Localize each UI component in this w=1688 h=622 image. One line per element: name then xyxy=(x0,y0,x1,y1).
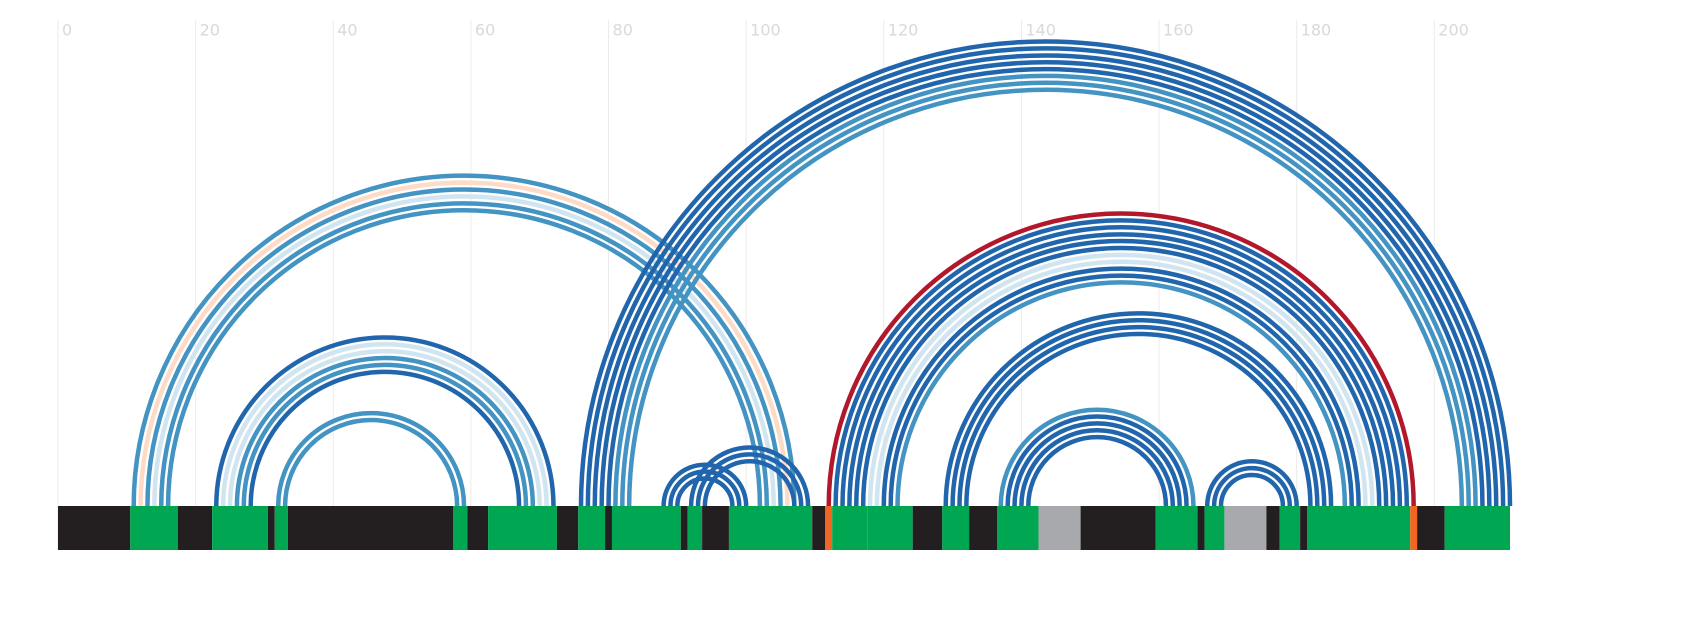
track-segment xyxy=(702,506,729,550)
track-segment xyxy=(912,506,943,550)
x-tick-label: 120 xyxy=(888,21,919,40)
arc xyxy=(881,266,1361,507)
track-segment xyxy=(267,506,275,550)
track-segment xyxy=(1417,506,1445,550)
arc xyxy=(158,201,770,507)
arc xyxy=(826,211,1416,507)
track-segment xyxy=(867,506,913,550)
arc xyxy=(165,207,763,507)
arc xyxy=(957,324,1320,507)
track-segment xyxy=(1038,506,1081,550)
track-segment xyxy=(1410,506,1418,550)
x-tick-label: 60 xyxy=(475,21,495,40)
x-tick-label: 100 xyxy=(750,21,781,40)
arc xyxy=(1005,414,1189,507)
track-segment xyxy=(1204,506,1225,550)
arc xyxy=(145,187,783,507)
track-segment xyxy=(1266,506,1280,550)
track-segment xyxy=(58,506,131,550)
x-tick-label: 180 xyxy=(1301,21,1332,40)
x-tick-label: 160 xyxy=(1163,21,1194,40)
track-segment xyxy=(812,506,826,550)
arc xyxy=(695,452,804,507)
arc xyxy=(234,355,536,507)
track-segment xyxy=(1444,506,1510,550)
arc xyxy=(1218,473,1286,507)
arc xyxy=(998,407,1196,507)
arc xyxy=(840,225,1403,507)
track-segment xyxy=(556,506,579,550)
track-segment xyxy=(832,506,868,550)
track-segment xyxy=(680,506,688,550)
track-segment xyxy=(825,506,833,550)
arc xyxy=(1204,459,1299,507)
arc xyxy=(888,273,1354,507)
arc xyxy=(592,53,1499,507)
track-segment xyxy=(728,506,813,550)
arc xyxy=(131,174,797,507)
x-tick-label: 20 xyxy=(200,21,220,40)
track-segment xyxy=(488,506,557,550)
arc xyxy=(599,59,1492,507)
arc xyxy=(964,331,1313,507)
arc xyxy=(1012,421,1182,507)
x-tick-label: 40 xyxy=(337,21,357,40)
track-segment xyxy=(212,506,268,550)
track-segment xyxy=(969,506,998,550)
arc xyxy=(620,80,1471,507)
x-tick-label: 0 xyxy=(62,21,72,40)
arc xyxy=(214,335,556,507)
arc xyxy=(860,246,1382,507)
track-segment xyxy=(687,506,703,550)
track-segment xyxy=(578,506,606,550)
arc xyxy=(152,194,776,507)
arc xyxy=(943,311,1334,507)
arc xyxy=(702,459,797,507)
arc xyxy=(626,87,1465,507)
track-segment xyxy=(1279,506,1301,550)
arc xyxy=(138,180,790,507)
track-segment xyxy=(1080,506,1156,550)
arc xyxy=(833,218,1410,507)
arc xyxy=(1019,428,1176,507)
arc xyxy=(895,281,1348,507)
arc xyxy=(950,317,1327,507)
track-segment xyxy=(997,506,1039,550)
track-segment xyxy=(611,506,681,550)
arc xyxy=(220,342,549,507)
arc xyxy=(241,362,529,507)
arc xyxy=(585,46,1506,507)
track-segment xyxy=(1306,506,1411,550)
track-segment xyxy=(452,506,468,550)
arc xyxy=(227,349,542,507)
track-segment xyxy=(605,506,612,550)
x-tick-label: 140 xyxy=(1025,21,1056,40)
arc xyxy=(1026,435,1169,507)
arc xyxy=(1211,465,1293,507)
arc xyxy=(282,417,460,507)
arc xyxy=(578,39,1513,507)
track-segment xyxy=(1155,506,1198,550)
track-segment xyxy=(130,506,178,550)
track-segment xyxy=(274,506,288,550)
track-segment xyxy=(177,506,213,550)
track-segment xyxy=(942,506,970,550)
arc xyxy=(854,239,1389,507)
arc xyxy=(867,252,1375,507)
track-segment xyxy=(1300,506,1307,550)
track-segment xyxy=(467,506,489,550)
track-segment xyxy=(1197,506,1205,550)
arc xyxy=(874,259,1368,507)
arc xyxy=(847,233,1396,507)
arc xyxy=(661,462,749,507)
x-tick-label: 80 xyxy=(613,21,633,40)
track-segment xyxy=(287,506,453,550)
x-tick-label: 200 xyxy=(1438,21,1469,40)
arc xyxy=(275,411,467,507)
arc xyxy=(248,369,522,507)
arc xyxy=(688,445,811,507)
track-segment xyxy=(1224,506,1267,550)
